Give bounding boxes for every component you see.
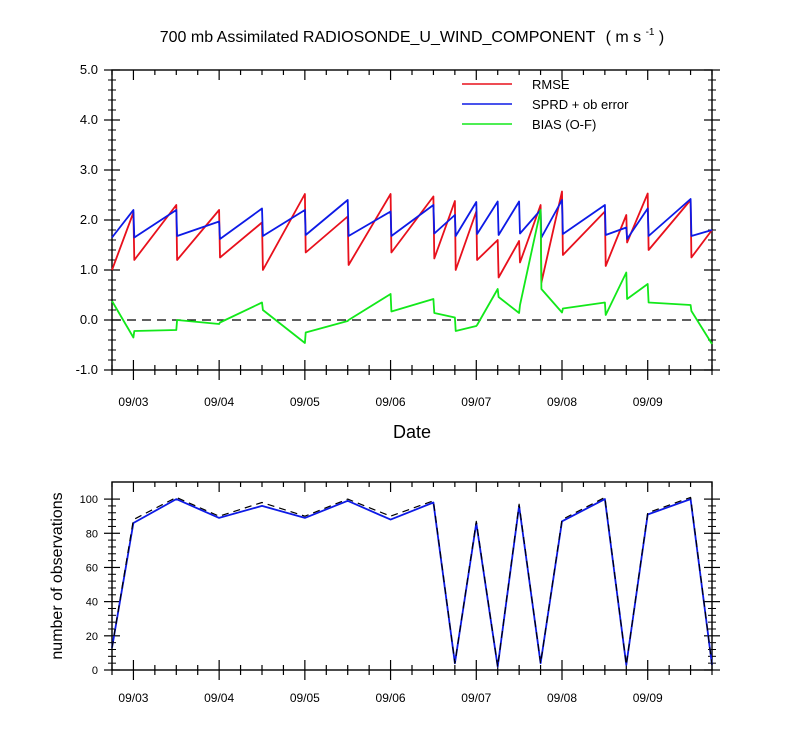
x-tick-label: 09/04 [204,691,234,705]
y-tick-label: 0 [92,665,98,677]
top-plot: -1.00.01.02.03.04.05.0 09/03 09/04 09/05 09… [76,62,720,442]
top-ticks [111,70,713,380]
legend-label-bias: BIAS (O-F) [532,117,596,132]
x-tick-label: 09/08 [547,395,577,409]
top-x-tick-labels: 09/03 09/04 09/05 09/06 09/07 09/08 09/09 [118,395,663,409]
y-tick-label: 60 [86,562,98,574]
title-units-close: ) [659,29,664,46]
x-tick-label: 09/06 [376,395,406,409]
y-tick-label: 80 [86,528,98,540]
y-tick-label: 2.0 [80,212,98,227]
y-axis-label-observations: number of observations [49,492,66,659]
x-tick-label: 09/04 [204,395,234,409]
y-tick-label: 100 [80,494,98,506]
y-tick-label: 40 [86,597,98,609]
x-tick-label: 09/08 [547,691,577,705]
series-line-observations-possible [111,496,713,668]
x-tick-label: 09/03 [118,691,148,705]
y-tick-label: 20 [86,631,98,643]
series-line-bias-o-f [111,209,713,345]
x-tick-label: 09/03 [118,395,148,409]
y-tick-label: 5.0 [80,62,98,77]
title-units: ( m s [606,29,642,46]
bottom-x-tick-labels: 09/03 09/04 09/05 09/06 09/07 09/08 09/09 [118,691,663,705]
x-tick-label: 09/06 [376,691,406,705]
y-tick-label: 0.0 [80,312,98,327]
x-tick-label: 09/07 [461,395,491,409]
legend-label-sprd: SPRD + ob error [532,97,629,112]
chart-title: 700 mb Assimilated RADIOSONDE_U_WIND_COM… [160,22,665,46]
bottom-series [111,496,713,668]
series-line-rmse [111,190,713,284]
y-tick-label: -1.0 [76,362,98,377]
x-tick-label: 09/09 [633,395,663,409]
y-tick-label: 4.0 [80,112,98,127]
legend: RMSE SPRD + ob error BIAS (O-F) [462,77,629,132]
x-tick-label: 09/05 [290,395,320,409]
title-main: 700 mb Assimilated RADIOSONDE_U_WIND_COM… [160,29,596,46]
top-y-ticks: -1.0 0.0 1.0 2.0 3.0 4.0 5.0 [76,62,720,377]
top-series [111,190,713,345]
x-tick-label: 09/05 [290,691,320,705]
x-tick-label: 09/09 [633,691,663,705]
bottom-ticks [111,482,713,680]
x-tick-label: 09/07 [461,691,491,705]
x-axis-label: Date [393,422,431,442]
series-line-observations-used [111,498,713,668]
y-tick-label: 3.0 [80,162,98,177]
series-line-sprd-ob-error [111,198,713,240]
legend-label-rmse: RMSE [532,77,570,92]
title-units-exp: -1 [646,27,655,38]
bottom-y-ticks: 0 20 40 60 80 100 [80,494,720,677]
y-tick-label: 1.0 [80,262,98,277]
